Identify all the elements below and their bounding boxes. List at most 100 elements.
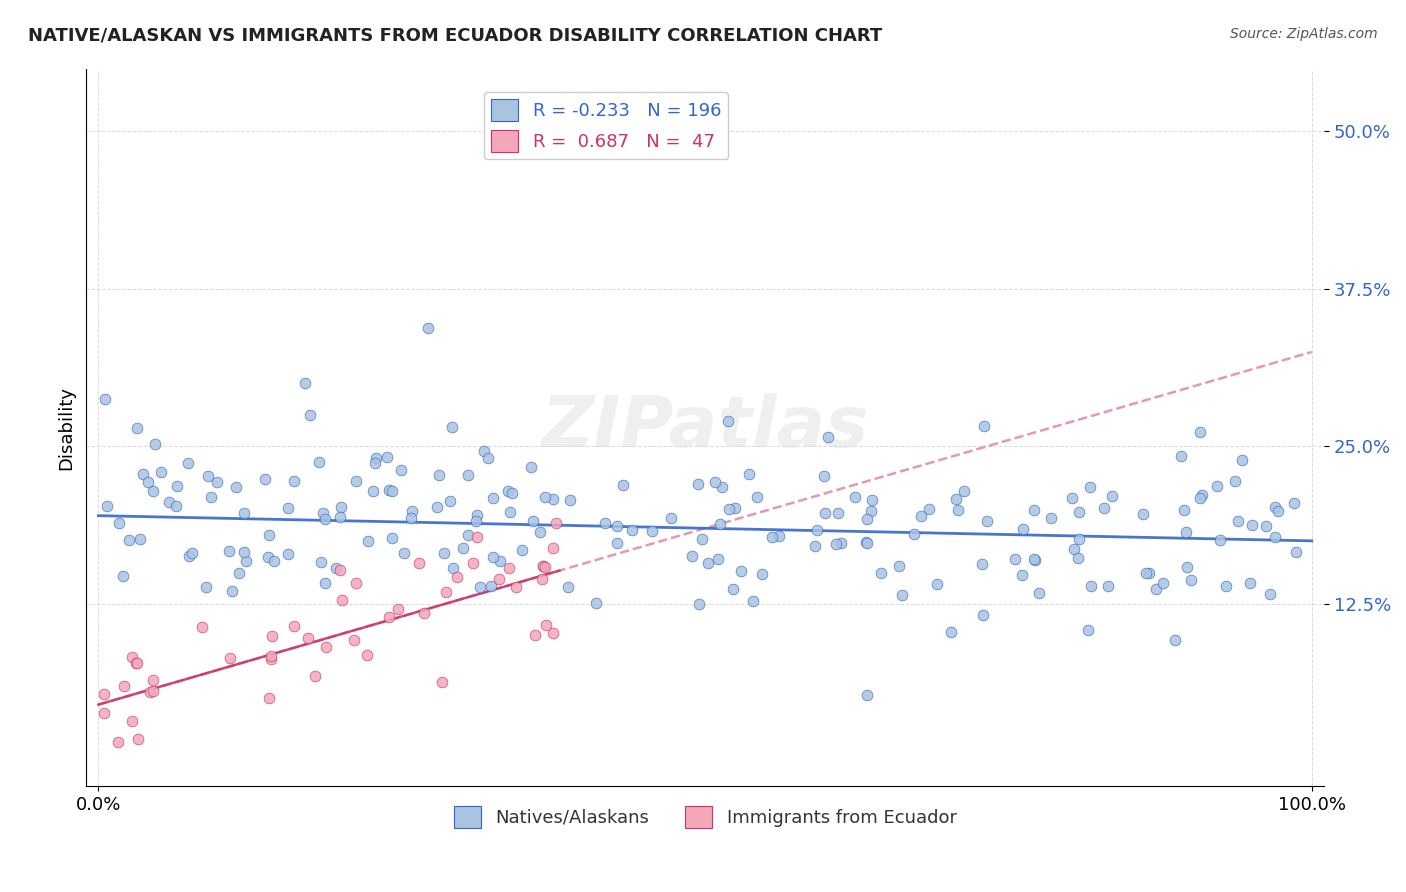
Point (534, 560, 557, 574)
Point (218, 544, 240, 558)
Point (482, 491, 505, 505)
Point (688, 598, 710, 612)
Point (1011, 522, 1033, 536)
Point (260, 629, 283, 643)
Point (132, 467, 155, 481)
Point (329, 500, 352, 514)
Point (844, 490, 866, 504)
Point (546, 516, 568, 530)
Point (260, 652, 283, 666)
Point (232, 506, 254, 520)
Point (917, 502, 939, 516)
Point (946, 502, 969, 516)
Point (314, 512, 336, 526)
Point (1135, 566, 1157, 581)
Point (813, 469, 835, 483)
Point (314, 576, 336, 591)
Point (401, 511, 423, 525)
Point (96, 499, 118, 513)
Point (283, 618, 305, 632)
Point (606, 519, 628, 533)
Point (107, 516, 129, 530)
Point (534, 618, 557, 632)
Point (606, 536, 628, 550)
Point (330, 593, 353, 607)
Point (830, 536, 852, 550)
Point (136, 475, 159, 490)
Point (343, 632, 366, 647)
Point (356, 648, 378, 662)
Point (377, 609, 399, 624)
Point (138, 685, 160, 699)
Point (557, 580, 579, 594)
Point (121, 650, 143, 665)
Point (465, 508, 488, 522)
Point (1164, 633, 1187, 648)
Point (1028, 586, 1050, 600)
Point (489, 554, 512, 568)
Point (1191, 488, 1213, 502)
Point (177, 456, 200, 470)
Point (541, 491, 564, 506)
Text: NATIVE/ALASKAN VS IMMIGRANTS FROM ECUADOR DISABILITY CORRELATION CHART: NATIVE/ALASKAN VS IMMIGRANTS FROM ECUADO… (28, 27, 883, 45)
Point (375, 450, 398, 465)
Point (344, 576, 367, 591)
Point (1206, 479, 1229, 493)
Point (612, 478, 634, 492)
Point (328, 509, 350, 524)
Point (364, 450, 387, 465)
Point (107, 735, 129, 749)
Point (1174, 524, 1197, 539)
Point (142, 673, 165, 688)
Point (585, 596, 607, 610)
Point (142, 684, 165, 698)
Point (344, 475, 367, 489)
Point (860, 492, 883, 507)
Point (1101, 489, 1123, 503)
Point (641, 524, 664, 538)
Point (315, 640, 337, 655)
Point (177, 549, 200, 564)
Point (1256, 518, 1278, 533)
Point (463, 556, 485, 570)
Point (1223, 474, 1246, 488)
Point (686, 477, 709, 491)
Point (205, 475, 228, 490)
Point (200, 490, 222, 504)
Point (505, 580, 527, 594)
Point (446, 570, 468, 584)
Point (737, 467, 759, 481)
Point (1077, 624, 1099, 638)
Point (704, 475, 727, 490)
Point (1258, 587, 1281, 601)
Point (225, 480, 247, 494)
Point (1024, 552, 1046, 566)
Point (806, 523, 828, 537)
Point (1239, 575, 1261, 590)
Point (621, 524, 644, 538)
Point (889, 559, 911, 574)
Legend: Natives/Alaskans, Immigrants from Ecuador: Natives/Alaskans, Immigrants from Ecuado… (446, 798, 965, 835)
Point (761, 530, 783, 544)
Point (439, 493, 461, 508)
Point (387, 602, 409, 616)
Point (1240, 517, 1263, 532)
Point (312, 506, 335, 520)
Point (263, 554, 285, 568)
Point (1180, 573, 1202, 587)
Point (93, 706, 115, 720)
Point (976, 515, 998, 529)
Point (870, 566, 893, 581)
Point (910, 509, 932, 524)
Point (361, 484, 384, 499)
Point (709, 516, 731, 531)
Point (1067, 551, 1090, 566)
Point (903, 526, 925, 541)
Point (1144, 582, 1167, 597)
Point (149, 465, 172, 479)
Point (1078, 480, 1101, 494)
Point (531, 559, 554, 574)
Point (112, 679, 135, 693)
Point (259, 528, 281, 542)
Point (197, 469, 219, 483)
